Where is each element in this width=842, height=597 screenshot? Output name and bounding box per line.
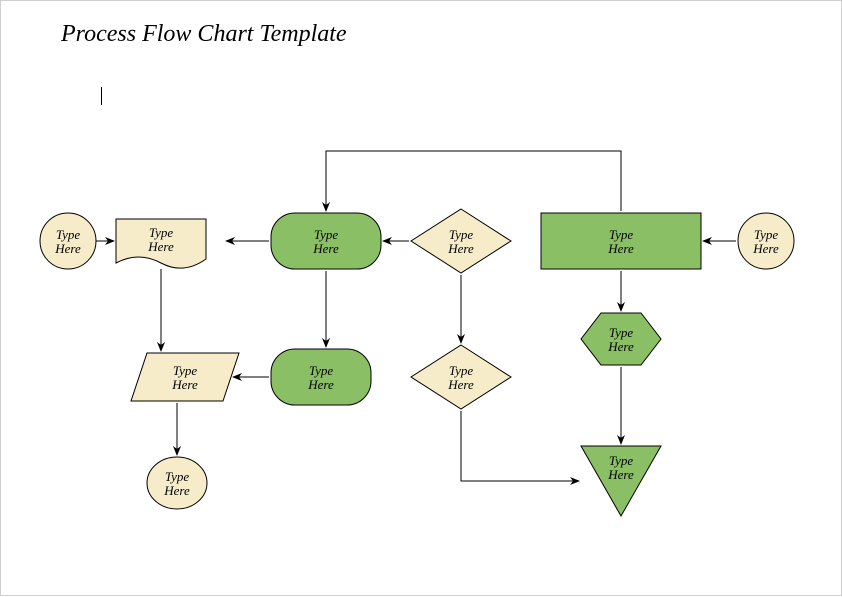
diamond1-label: TypeHere: [447, 227, 474, 256]
hex1-label: TypeHere: [607, 325, 634, 354]
node-diamond2: TypeHere: [411, 345, 511, 409]
tri1-label: TypeHere: [607, 453, 634, 482]
round1-label: TypeHere: [312, 227, 339, 256]
diamond2-label: TypeHere: [447, 363, 474, 392]
node-ellipse1: TypeHere: [147, 457, 207, 509]
edge-rect1-top-round1-top: [326, 151, 621, 211]
node-rect1: TypeHere: [541, 213, 701, 269]
edge-diamond2-bot-tri1-left: [461, 411, 579, 481]
node-doc1: TypeHere: [116, 219, 206, 268]
circle1-label: TypeHere: [54, 227, 81, 256]
page-canvas: Process Flow Chart Template TypeHereType…: [0, 0, 842, 596]
para1-label: TypeHere: [171, 363, 198, 392]
rect1-label: TypeHere: [607, 227, 634, 256]
node-diamond1: TypeHere: [411, 209, 511, 273]
node-circle1: TypeHere: [40, 213, 96, 269]
flowchart: TypeHere TypeHere TypeHere TypeHere TypeHere…: [1, 1, 842, 597]
node-tri1: TypeHere: [581, 446, 661, 516]
doc1-label: TypeHere: [147, 225, 174, 254]
node-round2: TypeHere: [271, 349, 371, 405]
circle2-label: TypeHere: [752, 227, 779, 256]
node-circle2: TypeHere: [738, 213, 794, 269]
node-hex1: TypeHere: [581, 313, 661, 365]
round2-label: TypeHere: [307, 363, 334, 392]
ellipse1-label: TypeHere: [163, 469, 190, 498]
node-round1: TypeHere: [271, 213, 381, 269]
node-para1: TypeHere: [131, 353, 239, 401]
